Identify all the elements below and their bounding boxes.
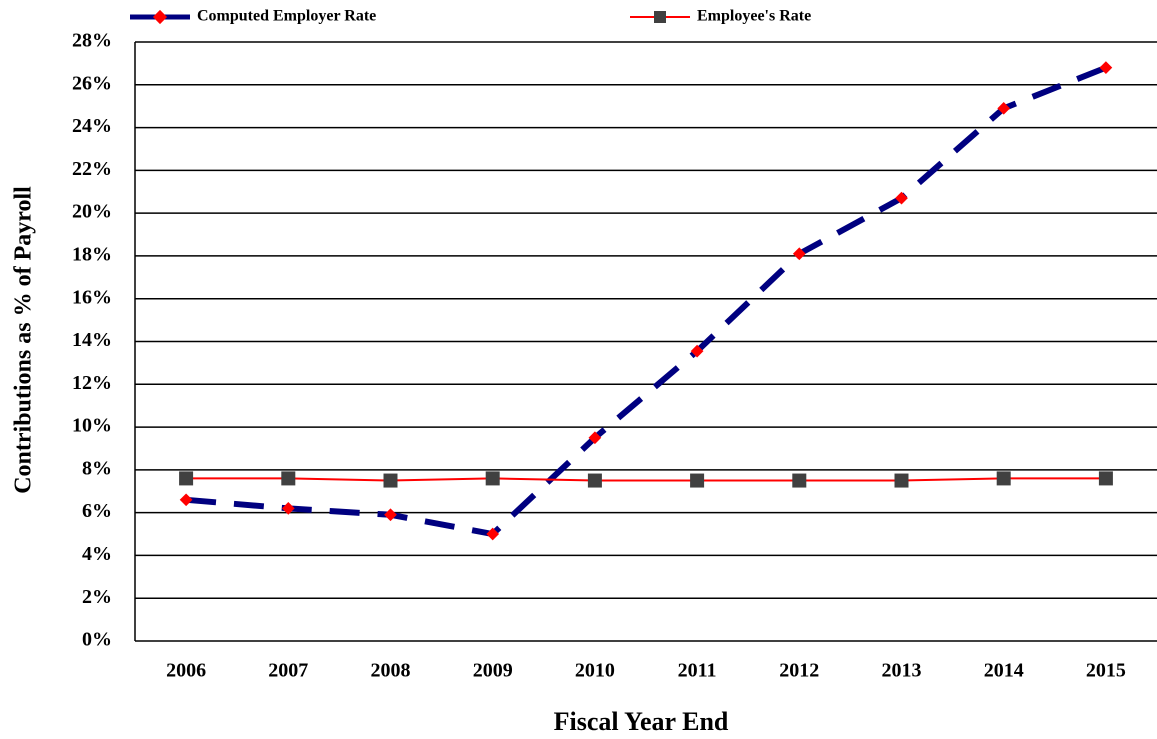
legend-marker <box>654 11 666 23</box>
marker <box>690 473 705 488</box>
y-tick-label: 12% <box>72 372 112 394</box>
marker <box>281 471 296 486</box>
y-tick-label: 10% <box>72 415 112 437</box>
x-tick-label: 2006 <box>166 660 206 682</box>
x-axis-label: Fiscal Year End <box>554 707 729 736</box>
y-tick-label: 26% <box>72 72 112 94</box>
marker <box>894 473 909 488</box>
y-tick-label: 28% <box>72 30 112 52</box>
y-axis-label: Contributions as % of Payroll <box>11 186 37 494</box>
x-tick-label: 2008 <box>371 660 411 682</box>
x-tick-label: 2014 <box>984 660 1024 682</box>
y-tick-label: 8% <box>82 457 112 479</box>
marker <box>179 493 193 507</box>
marker <box>281 502 295 515</box>
y-tick-label: 4% <box>82 543 112 565</box>
y-tick-label: 6% <box>82 500 112 522</box>
x-tick-label: 2015 <box>1086 660 1126 682</box>
y-tick-label: 18% <box>72 244 112 266</box>
marker <box>792 473 807 488</box>
marker <box>384 508 397 522</box>
y-tick-label: 2% <box>82 586 112 608</box>
x-tick-label: 2010 <box>575 660 615 682</box>
y-tick-label: 16% <box>72 286 112 308</box>
y-tick-label: 14% <box>72 329 112 351</box>
x-tick-label: 2007 <box>268 660 308 682</box>
marker <box>996 471 1011 486</box>
y-tick-label: 0% <box>82 629 112 651</box>
series-line <box>186 477 1106 482</box>
x-tick-label: 2013 <box>882 660 922 682</box>
y-tick-label: 20% <box>72 201 112 223</box>
marker <box>587 473 602 488</box>
x-tick-label: 2009 <box>473 660 513 682</box>
series-line <box>185 64 1108 538</box>
y-tick-label: 22% <box>72 158 112 180</box>
legend-label: Computed Employer Rate <box>197 8 376 25</box>
x-tick-label: 2012 <box>779 660 819 682</box>
y-tick-label: 24% <box>72 115 112 137</box>
marker <box>1098 471 1113 486</box>
legend-label: Employee's Rate <box>697 8 811 25</box>
marker <box>179 471 194 486</box>
x-tick-label: 2011 <box>678 660 717 682</box>
legend-marker <box>152 9 168 25</box>
marker <box>485 471 500 486</box>
marker <box>383 473 398 488</box>
